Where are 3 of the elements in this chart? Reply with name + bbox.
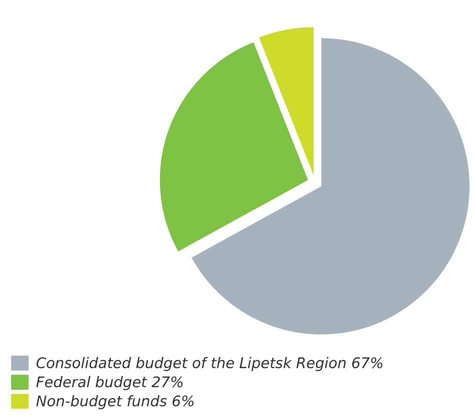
legend-label: Federal budget 27% [36, 376, 183, 390]
legend-label: Non-budget funds 6% [36, 395, 194, 410]
legend-label: Consolidated budget of the Lipetsk Region 67% [36, 356, 382, 372]
